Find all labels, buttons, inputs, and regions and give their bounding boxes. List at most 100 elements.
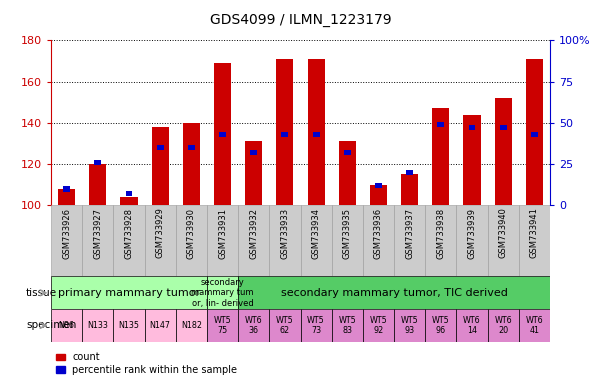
Text: secondary
mammary tum
or, lin- derived: secondary mammary tum or, lin- derived (191, 278, 254, 308)
Text: GSM733940: GSM733940 (499, 208, 508, 258)
Text: GSM733932: GSM733932 (249, 208, 258, 258)
Bar (463, 115, 481, 205)
Bar (126, 191, 132, 197)
Bar (339, 141, 356, 205)
Bar (300, 309, 332, 342)
Bar (344, 150, 351, 155)
Bar (114, 205, 145, 276)
Text: WT5
75: WT5 75 (214, 316, 231, 335)
Text: WT6
36: WT6 36 (245, 316, 263, 335)
Bar (332, 205, 363, 276)
Bar (406, 170, 413, 175)
Bar (363, 309, 394, 342)
Bar (58, 189, 75, 205)
Bar (495, 98, 511, 205)
Text: N182: N182 (181, 321, 202, 330)
Bar (183, 123, 200, 205)
Bar (300, 205, 332, 276)
Bar (269, 309, 300, 342)
Bar (308, 59, 325, 205)
Bar (519, 309, 550, 342)
Bar (281, 132, 288, 137)
Text: primary mammary tumor: primary mammary tumor (58, 288, 200, 298)
Bar (94, 160, 102, 165)
Bar (438, 122, 444, 127)
Bar (487, 309, 519, 342)
Text: GSM733933: GSM733933 (281, 208, 290, 259)
Bar (250, 150, 257, 155)
Bar (207, 309, 238, 342)
Bar (157, 145, 163, 150)
Bar (219, 132, 226, 137)
Bar (276, 59, 293, 205)
Text: GSM733926: GSM733926 (62, 208, 71, 258)
Bar (269, 205, 300, 276)
Bar (51, 276, 207, 309)
Bar (238, 276, 550, 309)
Text: GDS4099 / ILMN_1223179: GDS4099 / ILMN_1223179 (210, 13, 391, 27)
Bar (375, 183, 382, 188)
Bar (499, 125, 507, 131)
Bar (426, 309, 456, 342)
Bar (432, 108, 450, 205)
Bar (363, 205, 394, 276)
Bar (456, 205, 487, 276)
Text: GSM733931: GSM733931 (218, 208, 227, 258)
Text: GSM733928: GSM733928 (124, 208, 133, 258)
Text: WT6
14: WT6 14 (463, 316, 481, 335)
Bar (370, 185, 387, 205)
Text: N86: N86 (59, 321, 75, 330)
Text: WT5
92: WT5 92 (370, 316, 387, 335)
Bar (332, 309, 363, 342)
Text: N135: N135 (118, 321, 139, 330)
Bar (214, 63, 231, 205)
Text: GSM733934: GSM733934 (311, 208, 320, 258)
Bar (82, 205, 114, 276)
Bar (90, 164, 106, 205)
Bar (207, 276, 238, 309)
Text: WT5
73: WT5 73 (307, 316, 325, 335)
Bar (469, 125, 475, 131)
Legend: count, percentile rank within the sample: count, percentile rank within the sample (56, 353, 237, 375)
Text: GSM733929: GSM733929 (156, 208, 165, 258)
Bar (238, 309, 269, 342)
Bar (426, 205, 456, 276)
Text: WT6
41: WT6 41 (525, 316, 543, 335)
Text: GSM733941: GSM733941 (530, 208, 539, 258)
Bar (114, 309, 145, 342)
Bar (313, 132, 320, 137)
Bar (151, 127, 169, 205)
Bar (531, 132, 538, 137)
Bar (207, 205, 238, 276)
Bar (238, 205, 269, 276)
Bar (120, 197, 138, 205)
Bar (176, 309, 207, 342)
Bar (63, 186, 70, 192)
Text: WT5
93: WT5 93 (401, 316, 418, 335)
Text: GSM733939: GSM733939 (468, 208, 477, 258)
Bar (145, 205, 176, 276)
Text: GSM733927: GSM733927 (93, 208, 102, 258)
Text: secondary mammary tumor, TIC derived: secondary mammary tumor, TIC derived (281, 288, 507, 298)
Text: WT5
62: WT5 62 (276, 316, 294, 335)
Bar (394, 309, 426, 342)
Text: tissue: tissue (26, 288, 57, 298)
Text: WT5
83: WT5 83 (338, 316, 356, 335)
Bar (145, 309, 176, 342)
Bar (82, 309, 114, 342)
Bar (188, 145, 195, 150)
Text: GSM733938: GSM733938 (436, 208, 445, 259)
Text: N147: N147 (150, 321, 171, 330)
Text: GSM733930: GSM733930 (187, 208, 196, 258)
Bar (519, 205, 550, 276)
Text: N133: N133 (87, 321, 108, 330)
Bar (176, 205, 207, 276)
Bar (51, 309, 82, 342)
Text: specimen: specimen (26, 320, 76, 331)
Bar (526, 59, 543, 205)
Text: GSM733935: GSM733935 (343, 208, 352, 258)
Text: WT6
20: WT6 20 (495, 316, 512, 335)
Text: GSM733937: GSM733937 (405, 208, 414, 259)
Text: GSM733936: GSM733936 (374, 208, 383, 259)
Bar (487, 205, 519, 276)
